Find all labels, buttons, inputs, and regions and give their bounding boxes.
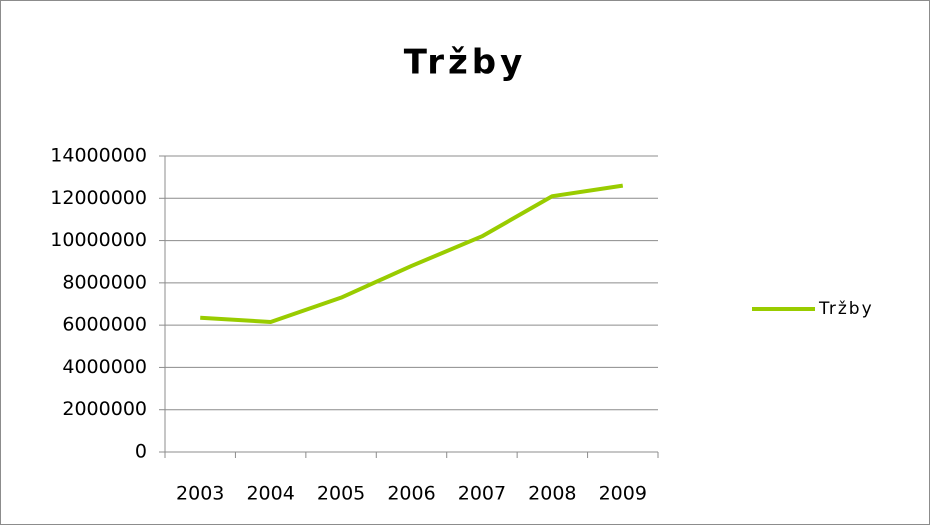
y-tick-label: 0 bbox=[135, 441, 147, 463]
x-tick-label: 2003 bbox=[176, 483, 224, 505]
y-tick-label: 2000000 bbox=[62, 398, 147, 420]
legend-label: Tržby bbox=[818, 299, 874, 319]
x-tick-label: 2005 bbox=[317, 483, 365, 505]
y-tick-label: 8000000 bbox=[62, 271, 147, 293]
x-tick-label: 2007 bbox=[458, 483, 506, 505]
x-tick-label: 2009 bbox=[599, 483, 647, 505]
y-tick-label: 12000000 bbox=[50, 187, 147, 209]
y-tick-label: 6000000 bbox=[62, 314, 147, 336]
y-tick-label: 10000000 bbox=[50, 229, 147, 251]
chart-title: Tržby bbox=[404, 43, 527, 83]
x-tick-label: 2004 bbox=[246, 483, 294, 505]
line-series bbox=[200, 183, 624, 324]
y-tick-label: 14000000 bbox=[50, 145, 147, 167]
y-tick-label: 4000000 bbox=[62, 356, 147, 378]
x-tick-label: 2006 bbox=[387, 483, 435, 505]
x-tick-label: 2008 bbox=[528, 483, 576, 505]
